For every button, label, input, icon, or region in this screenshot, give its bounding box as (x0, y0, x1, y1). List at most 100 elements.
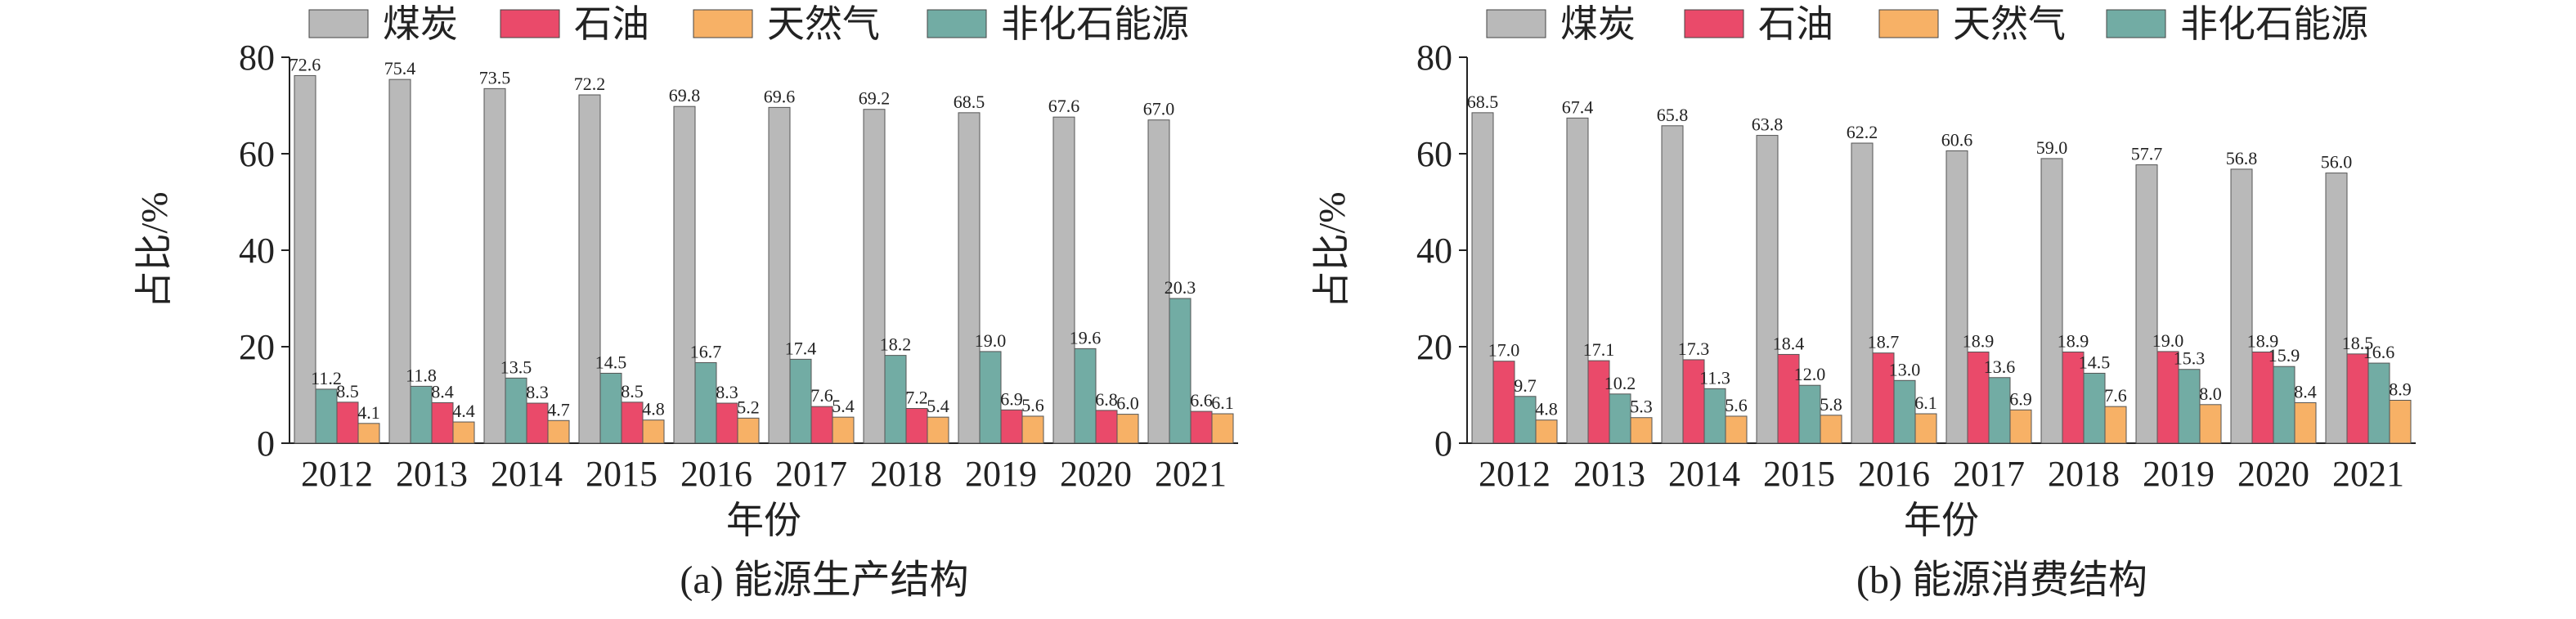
value-label-nonfossil: 11.8 (406, 365, 437, 385)
bar-coal (388, 78, 411, 444)
bar-gas (2009, 409, 2032, 444)
value-label-nonfossil: 14.5 (595, 352, 627, 372)
value-label-nonfossil: 20.3 (1165, 277, 1196, 298)
value-label-coal: 57.7 (2131, 144, 2163, 164)
x-tick-label: 2017 (775, 454, 847, 494)
bar-nonfossil (2178, 369, 2201, 444)
bar-nonfossil (1169, 298, 1192, 444)
value-label-gas: 5.3 (1630, 397, 1653, 417)
legend-swatch-oil (500, 9, 560, 38)
bar-coal (2135, 164, 2158, 444)
legend-label-oil: 石油 (574, 3, 649, 45)
value-label-nonfossil: 12.0 (1794, 364, 1826, 384)
bar-coal (294, 74, 316, 444)
bar-nonfossil (1988, 377, 2011, 444)
bar-nonfossil (884, 355, 907, 444)
production-chart: 020406080占比/%年份72.611.28.54.1201275.411.… (133, 38, 1238, 541)
bar-coal (1945, 150, 1968, 444)
value-label-oil: 6.8 (1095, 389, 1118, 410)
value-label-oil: 8.3 (526, 382, 549, 402)
legend-item-oil: 石油 (1684, 3, 1833, 45)
value-label-oil: 8.5 (621, 381, 644, 401)
bar-coal (1756, 135, 1779, 444)
value-label-gas: 5.6 (1725, 395, 1748, 415)
bar-oil (336, 401, 359, 444)
value-label-oil: 18.9 (2247, 330, 2279, 351)
value-label-gas: 5.4 (927, 396, 949, 416)
value-label-gas: 4.8 (642, 399, 665, 419)
legend-swatch-gas (693, 9, 753, 38)
legend-label-nonfossil: 非化石能源 (2180, 3, 2368, 45)
legend-production: 煤炭 石油 天然气 非化石能源 (308, 3, 1189, 45)
x-axis-label: 年份 (726, 500, 801, 541)
x-tick-label: 2014 (1668, 454, 1740, 494)
value-label-gas: 8.4 (2294, 381, 2317, 401)
bar-coal (768, 106, 791, 444)
value-label-nonfossil: 15.9 (2269, 345, 2300, 366)
bar-oil (810, 406, 833, 444)
legend-consumption: 煤炭 石油 天然气 非化石能源 (1486, 3, 2368, 45)
y-tick-label: 20 (239, 327, 275, 367)
value-label-gas: 7.6 (2104, 385, 2127, 406)
bar-oil (716, 402, 738, 444)
bar-nonfossil (789, 358, 812, 444)
value-label-nonfossil: 14.5 (2079, 352, 2111, 372)
value-label-gas: 4.8 (1535, 399, 1558, 419)
value-label-coal: 62.2 (1847, 122, 1878, 142)
y-tick-label: 60 (239, 134, 275, 174)
legend-swatch-nonfossil (927, 9, 987, 38)
value-label-nonfossil: 13.5 (500, 357, 532, 377)
value-label-gas: 8.0 (2199, 384, 2222, 404)
value-label-oil: 18.4 (1773, 333, 1805, 353)
bar-nonfossil (2367, 362, 2390, 444)
x-tick-label: 2021 (1155, 454, 1227, 494)
value-label-oil: 8.4 (431, 381, 454, 401)
bar-gas (2389, 399, 2412, 444)
legend-item-coal: 煤炭 (1486, 3, 1636, 45)
legend-item-gas: 天然气 (1878, 3, 2066, 45)
value-label-gas: 5.6 (1021, 395, 1044, 415)
value-label-coal: 73.5 (479, 67, 511, 87)
bar-oil (526, 402, 549, 444)
bar-nonfossil (1074, 348, 1097, 444)
value-label-coal: 75.4 (384, 58, 416, 78)
x-tick-label: 2019 (2143, 454, 2215, 494)
value-label-oil: 17.0 (1488, 340, 1520, 361)
legend-label-gas: 天然气 (767, 3, 880, 45)
value-label-coal: 68.5 (954, 92, 985, 112)
x-tick-label: 2015 (586, 454, 657, 494)
y-tick-label: 40 (1416, 231, 1452, 271)
value-label-coal: 60.6 (1941, 129, 1973, 150)
bar-coal (1052, 116, 1075, 444)
bar-oil (621, 401, 644, 444)
value-label-nonfossil: 16.7 (690, 341, 722, 361)
value-label-nonfossil: 11.2 (311, 368, 342, 388)
value-label-nonfossil: 18.2 (880, 334, 912, 355)
bar-gas (357, 423, 380, 444)
value-label-oil: 17.1 (1583, 339, 1615, 360)
value-label-coal: 56.0 (2321, 152, 2353, 173)
bar-oil (2062, 351, 2085, 444)
y-axis-label: 占比/% (133, 191, 175, 308)
bar-gas (2199, 404, 2222, 444)
value-label-nonfossil: 16.6 (2363, 342, 2395, 362)
legend-swatch-gas (1878, 9, 1939, 38)
value-label-oil: 18.5 (2342, 333, 2374, 353)
value-label-oil: 18.9 (1963, 330, 1995, 351)
bar-coal (863, 109, 886, 444)
value-label-coal: 72.2 (574, 74, 606, 94)
legend-item-oil: 石油 (500, 3, 649, 45)
bar-nonfossil (694, 361, 717, 444)
value-label-coal: 59.0 (2036, 137, 2068, 158)
legend-swatch-oil (1684, 9, 1744, 38)
bar-oil (1872, 352, 1895, 444)
value-label-nonfossil: 19.0 (975, 330, 1007, 351)
bar-nonfossil (1798, 384, 1821, 444)
value-label-gas: 6.1 (1914, 392, 1937, 413)
bar-gas (1820, 415, 1842, 444)
legend-label-nonfossil: 非化石能源 (1001, 3, 1189, 45)
bar-oil (2346, 353, 2369, 444)
bar-nonfossil (2083, 372, 2106, 444)
